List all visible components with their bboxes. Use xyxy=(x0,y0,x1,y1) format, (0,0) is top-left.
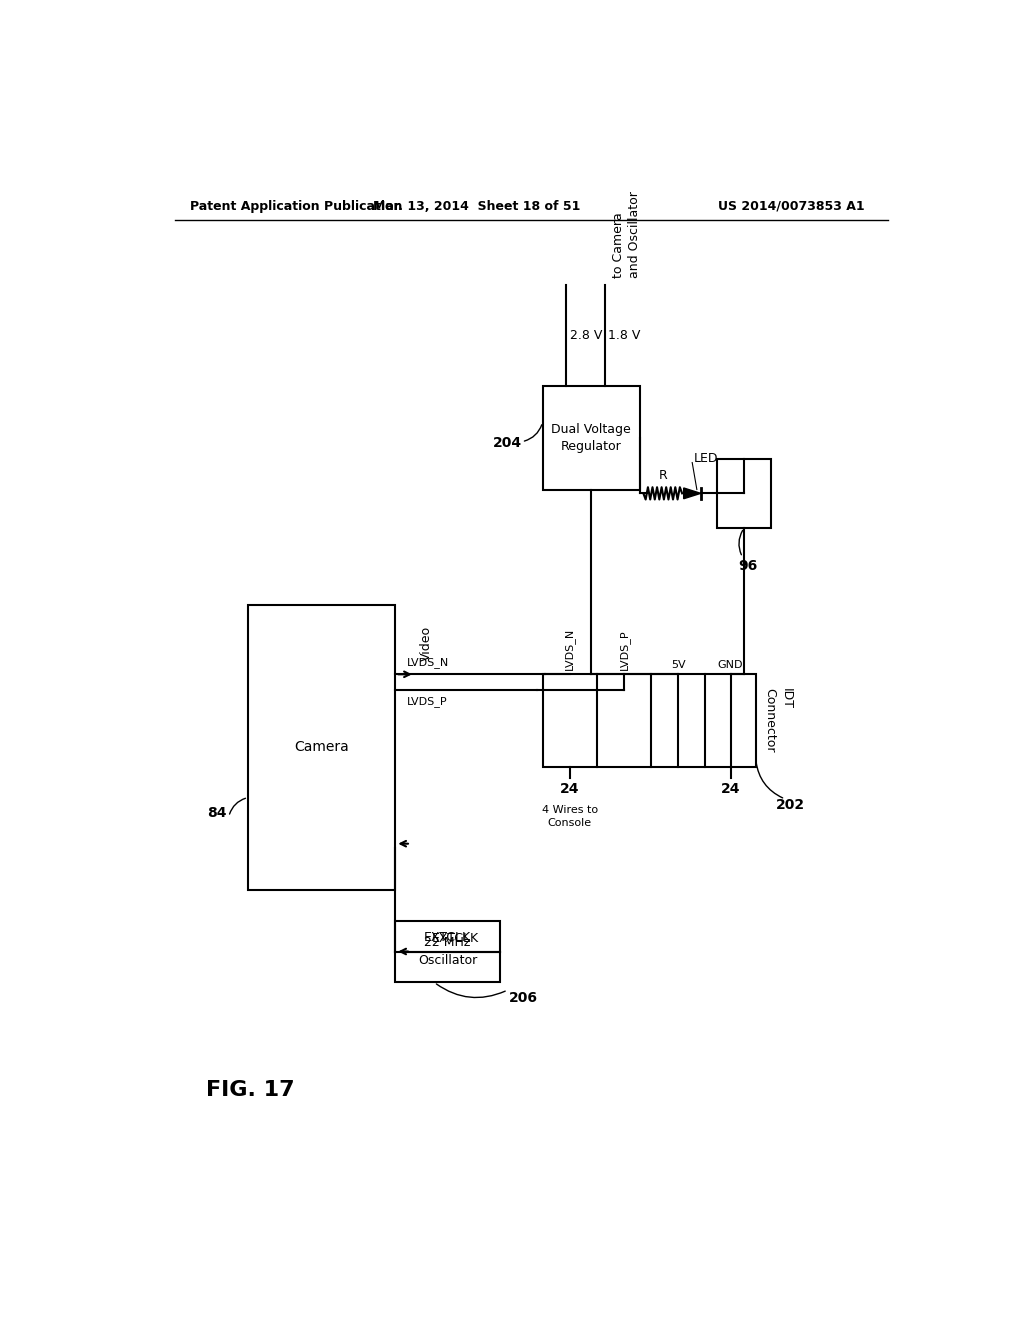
Bar xyxy=(248,605,395,890)
Text: IDT
Connector: IDT Connector xyxy=(764,688,793,752)
Text: R: R xyxy=(658,469,667,482)
Polygon shape xyxy=(684,488,700,499)
Text: to Camera
and Oscillator: to Camera and Oscillator xyxy=(612,191,641,277)
Text: 96: 96 xyxy=(738,560,758,573)
Text: Video: Video xyxy=(420,626,433,661)
Text: 22 MHz
Oscillator: 22 MHz Oscillator xyxy=(418,936,477,966)
Bar xyxy=(543,385,640,490)
Text: LVDS_P: LVDS_P xyxy=(618,630,630,671)
Text: Dual Voltage
Regulator: Dual Voltage Regulator xyxy=(551,422,631,453)
Text: 202: 202 xyxy=(776,799,805,812)
Bar xyxy=(543,675,756,767)
Text: FIG. 17: FIG. 17 xyxy=(206,1080,294,1100)
Text: Patent Application Publication: Patent Application Publication xyxy=(190,199,402,213)
Text: EXTCLK: EXTCLK xyxy=(424,931,471,944)
Text: 204: 204 xyxy=(494,437,522,450)
Text: 2.8 V: 2.8 V xyxy=(569,329,602,342)
Text: 5V: 5V xyxy=(671,660,685,671)
Text: LVDS_P: LVDS_P xyxy=(407,696,447,706)
Text: US 2014/0073853 A1: US 2014/0073853 A1 xyxy=(718,199,864,213)
Text: 206: 206 xyxy=(509,991,538,1005)
Bar xyxy=(395,921,500,982)
Text: LED: LED xyxy=(693,453,718,465)
Text: GND: GND xyxy=(718,660,743,671)
Text: 1.8 V: 1.8 V xyxy=(608,329,641,342)
Text: 84: 84 xyxy=(208,807,227,820)
Text: LVDS_N: LVDS_N xyxy=(407,657,450,668)
Text: 4 Wires to
Console: 4 Wires to Console xyxy=(542,805,598,828)
Bar xyxy=(717,459,771,528)
Text: Mar. 13, 2014  Sheet 18 of 51: Mar. 13, 2014 Sheet 18 of 51 xyxy=(373,199,581,213)
Text: LVDS_N: LVDS_N xyxy=(564,628,575,671)
Text: Camera: Camera xyxy=(294,741,349,755)
Text: EXTCLK: EXTCLK xyxy=(432,932,479,945)
Text: 24: 24 xyxy=(721,781,740,796)
Text: 24: 24 xyxy=(560,781,580,796)
